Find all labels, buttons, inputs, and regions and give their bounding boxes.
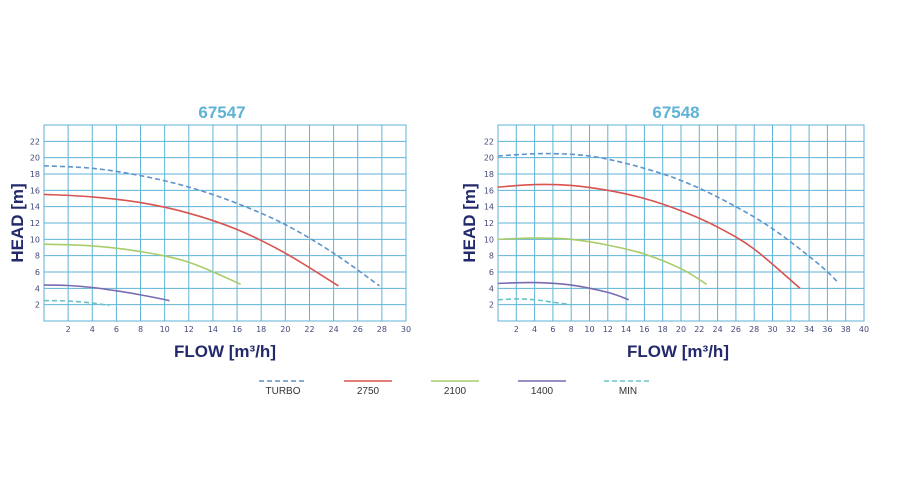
legend-label-2100: 2100 [444, 386, 467, 397]
y-tick-label: 8 [489, 252, 494, 261]
y-tick-label: 18 [30, 170, 40, 179]
y-axis-title: HEAD [m] [8, 183, 27, 262]
series-line-1400 [497, 281, 630, 301]
y-tick-label: 22 [30, 137, 40, 146]
x-tick-label: 24 [329, 325, 339, 334]
x-tick-label: 6 [550, 325, 555, 334]
series-line-turbo [43, 165, 380, 287]
x-tick-label: 40 [859, 325, 869, 334]
series-line-2100 [497, 237, 708, 285]
x-tick-label: 6 [114, 325, 119, 334]
x-tick-label: 38 [841, 325, 851, 334]
y-tick-label: 12 [484, 219, 494, 228]
x-tick-label: 4 [532, 325, 537, 334]
x-tick-label: 28 [377, 325, 387, 334]
x-tick-label: 16 [639, 325, 649, 334]
x-tick-label: 30 [401, 325, 411, 334]
x-tick-label: 18 [658, 325, 668, 334]
x-tick-label: 12 [603, 325, 613, 334]
x-tick-label: 8 [138, 325, 143, 334]
x-tick-label: 18 [256, 325, 266, 334]
y-tick-label: 2 [489, 301, 494, 310]
x-tick-label: 26 [353, 325, 363, 334]
y-tick-label: 14 [30, 203, 40, 212]
y-axis-title: HEAD [m] [460, 183, 479, 262]
chart-title: 67547 [198, 103, 245, 122]
y-tick-label: 16 [484, 186, 494, 195]
x-tick-label: 2 [514, 325, 519, 334]
x-tick-label: 10 [584, 325, 594, 334]
y-tick-label: 18 [484, 170, 494, 179]
legend-label-1400: 1400 [531, 386, 554, 397]
y-tick-label: 20 [30, 154, 40, 163]
legend-label-turbo: TURBO [266, 386, 301, 397]
x-axis-title: FLOW [m³/h] [627, 342, 729, 361]
series-line-turbo [497, 152, 839, 284]
y-tick-label: 22 [484, 137, 494, 146]
series-line-2750 [43, 193, 339, 287]
x-tick-label: 20 [280, 325, 290, 334]
y-tick-label: 10 [30, 235, 40, 244]
x-tick-label: 20 [676, 325, 686, 334]
x-tick-label: 36 [822, 325, 832, 334]
x-tick-label: 8 [569, 325, 574, 334]
x-tick-label: 24 [713, 325, 723, 334]
x-tick-label: 22 [694, 325, 704, 334]
x-tick-label: 14 [621, 325, 631, 334]
y-tick-label: 14 [484, 203, 494, 212]
y-tick-label: 16 [30, 186, 40, 195]
y-tick-label: 4 [35, 284, 40, 293]
x-tick-label: 34 [804, 325, 814, 334]
series-line-min [497, 298, 572, 306]
y-tick-label: 10 [484, 235, 494, 244]
x-axis-title: FLOW [m³/h] [174, 342, 276, 361]
legend-label-2750: 2750 [357, 386, 380, 397]
x-tick-label: 22 [304, 325, 314, 334]
x-tick-label: 2 [66, 325, 71, 334]
y-tick-label: 12 [30, 219, 40, 228]
x-tick-label: 12 [184, 325, 194, 334]
y-tick-label: 4 [489, 284, 494, 293]
x-tick-label: 26 [731, 325, 741, 334]
x-tick-label: 16 [232, 325, 242, 334]
series-line-1400 [43, 284, 170, 302]
legend-label-min: MIN [619, 386, 637, 397]
y-tick-label: 6 [489, 268, 494, 277]
x-tick-label: 14 [208, 325, 218, 334]
y-tick-label: 20 [484, 154, 494, 163]
x-tick-label: 10 [160, 325, 170, 334]
series-line-min [43, 299, 110, 307]
x-tick-label: 28 [749, 325, 759, 334]
x-tick-label: 30 [767, 325, 777, 334]
series-line-2750 [497, 183, 801, 289]
y-tick-label: 8 [35, 252, 40, 261]
series-line-2100 [43, 243, 242, 286]
legend: TURBO 2750 2100 1400 MIN [259, 380, 652, 397]
x-tick-label: 32 [786, 325, 796, 334]
chart-title: 67548 [652, 103, 699, 122]
y-tick-label: 6 [35, 268, 40, 277]
grid [497, 124, 865, 322]
grid [43, 124, 407, 322]
y-tick-label: 2 [35, 301, 40, 310]
x-tick-label: 4 [90, 325, 95, 334]
